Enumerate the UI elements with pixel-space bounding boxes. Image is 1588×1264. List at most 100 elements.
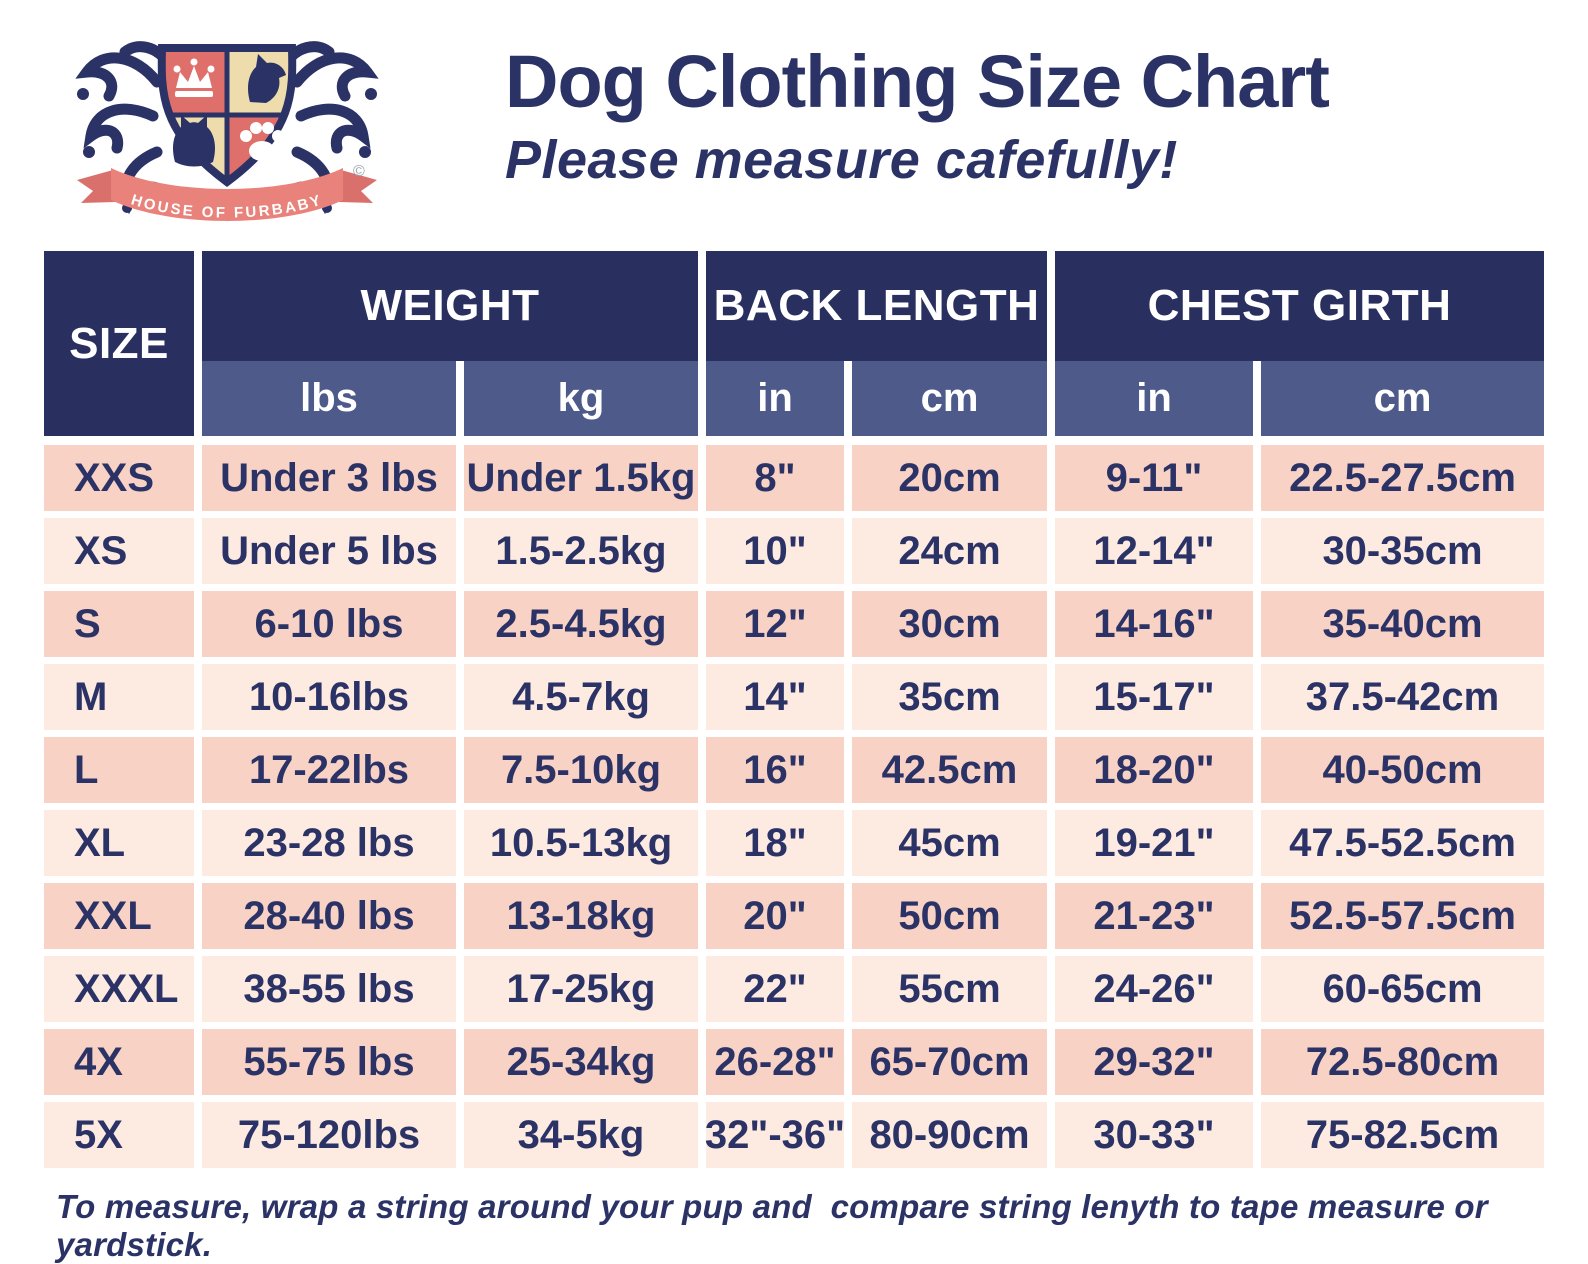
chest-girth-in-cell: 12-14": [1055, 518, 1253, 584]
back-length-in-cell: 14": [706, 664, 844, 730]
weight-lbs-cell: 38-55 lbs: [202, 956, 456, 1022]
back-length-cm-cell: 45cm: [852, 810, 1047, 876]
chest-girth-cm-cell: 47.5-52.5cm: [1261, 810, 1544, 876]
back-length-cm-cell: 42.5cm: [852, 737, 1047, 803]
size-cell: S: [44, 591, 194, 657]
back-length-in-cell: 18": [706, 810, 844, 876]
chest-girth-cm-cell: 30-35cm: [1261, 518, 1544, 584]
size-cell: XS: [44, 518, 194, 584]
weight-lbs-cell: 6-10 lbs: [202, 591, 456, 657]
table-row: 4X 55-75 lbs 25-34kg 26-28" 65-70cm 29-3…: [44, 1029, 1544, 1095]
size-cell: 4X: [44, 1029, 194, 1095]
table-row: XXS Under 3 lbs Under 1.5kg 8" 20cm 9-11…: [44, 445, 1544, 511]
chest-girth-cm-cell: 35-40cm: [1261, 591, 1544, 657]
weight-lbs-cell: 75-120lbs: [202, 1102, 456, 1168]
back-length-cm-cell: 35cm: [852, 664, 1047, 730]
weight-lbs-cell: Under 3 lbs: [202, 445, 456, 511]
weight-kg-cell: 7.5-10kg: [464, 737, 698, 803]
chest-girth-in-cell: 29-32": [1055, 1029, 1253, 1095]
weight-lbs-cell: 28-40 lbs: [202, 883, 456, 949]
paw-icon: [240, 122, 284, 161]
back-length-in-cell: 8": [706, 445, 844, 511]
chest-girth-cm-cell: 72.5-80cm: [1261, 1029, 1544, 1095]
back-length-in-cell: 20": [706, 883, 844, 949]
brand-logo: HOUSE OF FURBABY ©: [75, 41, 379, 222]
chest-girth-cm-cell: 37.5-42cm: [1261, 664, 1544, 730]
size-cell: M: [44, 664, 194, 730]
back-length-in-cell: 16": [706, 737, 844, 803]
unit-header-lbs: lbs: [202, 361, 456, 436]
weight-lbs-cell: 23-28 lbs: [202, 810, 456, 876]
back-length-in-cell: 26-28": [706, 1029, 844, 1095]
unit-header-chest-in: in: [1055, 361, 1253, 436]
weight-lbs-cell: Under 5 lbs: [202, 518, 456, 584]
chest-girth-in-cell: 24-26": [1055, 956, 1253, 1022]
table-body: XXS Under 3 lbs Under 1.5kg 8" 20cm 9-11…: [44, 445, 1544, 1168]
page-header: HOUSE OF FURBABY © Dog Clothing Size Cha…: [0, 0, 1588, 235]
page-subtitle: Please measure cafefully!: [505, 130, 1178, 191]
size-cell: XXS: [44, 445, 194, 511]
table-row: XS Under 5 lbs 1.5-2.5kg 10" 24cm 12-14"…: [44, 518, 1544, 584]
col-header-back-length: BACK LENGTH: [706, 251, 1047, 361]
chest-girth-cm-cell: 40-50cm: [1261, 737, 1544, 803]
weight-kg-cell: 17-25kg: [464, 956, 698, 1022]
back-length-cm-cell: 30cm: [852, 591, 1047, 657]
back-length-cm-cell: 65-70cm: [852, 1029, 1047, 1095]
weight-kg-cell: 25-34kg: [464, 1029, 698, 1095]
chest-girth-in-cell: 9-11": [1055, 445, 1253, 511]
weight-kg-cell: 10.5-13kg: [464, 810, 698, 876]
table-header: SIZE WEIGHT BACK LENGTH CHEST GIRTH lbs …: [44, 251, 1544, 436]
back-length-in-cell: 32"-36": [705, 1102, 845, 1168]
crown-icon: [173, 58, 215, 97]
unit-header-back-in: in: [706, 361, 844, 436]
back-length-cm-cell: 50cm: [852, 883, 1047, 949]
weight-kg-cell: Under 1.5kg: [464, 445, 698, 511]
table-row: S 6-10 lbs 2.5-4.5kg 12" 30cm 14-16" 35-…: [44, 591, 1544, 657]
cat-icon: [173, 115, 215, 167]
chest-girth-in-cell: 21-23": [1055, 883, 1253, 949]
size-cell: XXL: [44, 883, 194, 949]
weight-lbs-cell: 55-75 lbs: [202, 1029, 456, 1095]
size-cell: XXXL: [44, 956, 194, 1022]
table-row: L 17-22lbs 7.5-10kg 16" 42.5cm 18-20" 40…: [44, 737, 1544, 803]
back-length-cm-cell: 24cm: [852, 518, 1047, 584]
chest-girth-cm-cell: 60-65cm: [1261, 956, 1544, 1022]
unit-header-back-cm: cm: [852, 361, 1047, 436]
weight-kg-cell: 13-18kg: [464, 883, 698, 949]
table-row: XXXL 38-55 lbs 17-25kg 22" 55cm 24-26" 6…: [44, 956, 1544, 1022]
size-cell: L: [44, 737, 194, 803]
back-length-in-cell: 22": [706, 956, 844, 1022]
weight-lbs-cell: 17-22lbs: [202, 737, 456, 803]
back-length-cm-cell: 20cm: [852, 445, 1047, 511]
dog-icon: [248, 54, 286, 103]
table-row: 5X 75-120lbs 34-5kg 32"-36" 80-90cm 30-3…: [44, 1102, 1544, 1168]
table-row: XXL 28-40 lbs 13-18kg 20" 50cm 21-23" 52…: [44, 883, 1544, 949]
chest-girth-in-cell: 18-20": [1055, 737, 1253, 803]
copyright-mark: ©: [353, 163, 365, 180]
page-title: Dog Clothing Size Chart: [505, 40, 1330, 123]
unit-header-kg: kg: [464, 361, 698, 436]
chest-girth-in-cell: 14-16": [1055, 591, 1253, 657]
chest-girth-cm-cell: 22.5-27.5cm: [1261, 445, 1544, 511]
measure-note: To measure, wrap a string around your pu…: [56, 1188, 1498, 1263]
col-header-weight: WEIGHT: [202, 251, 698, 361]
ribbon-banner: HOUSE OF FURBABY: [77, 168, 377, 222]
back-length-cm-cell: 55cm: [852, 956, 1047, 1022]
table-row: M 10-16lbs 4.5-7kg 14" 35cm 15-17" 37.5-…: [44, 664, 1544, 730]
col-header-size: SIZE: [44, 251, 194, 436]
col-header-chest-girth: CHEST GIRTH: [1055, 251, 1544, 361]
size-cell: 5X: [44, 1102, 194, 1168]
size-chart-table: SIZE WEIGHT BACK LENGTH CHEST GIRTH lbs …: [44, 251, 1544, 1168]
chest-girth-in-cell: 30-33": [1055, 1102, 1253, 1168]
chest-girth-in-cell: 19-21": [1055, 810, 1253, 876]
chest-girth-cm-cell: 52.5-57.5cm: [1261, 883, 1544, 949]
table-row: XL 23-28 lbs 10.5-13kg 18" 45cm 19-21" 4…: [44, 810, 1544, 876]
chest-girth-in-cell: 15-17": [1055, 664, 1253, 730]
back-length-in-cell: 10": [706, 518, 844, 584]
back-length-in-cell: 12": [706, 591, 844, 657]
back-length-cm-cell: 80-90cm: [852, 1102, 1047, 1168]
weight-kg-cell: 2.5-4.5kg: [464, 591, 698, 657]
title-block: Dog Clothing Size Chart Please measure c…: [505, 20, 1330, 191]
chest-girth-cm-cell: 75-82.5cm: [1261, 1102, 1544, 1168]
weight-lbs-cell: 10-16lbs: [202, 664, 456, 730]
